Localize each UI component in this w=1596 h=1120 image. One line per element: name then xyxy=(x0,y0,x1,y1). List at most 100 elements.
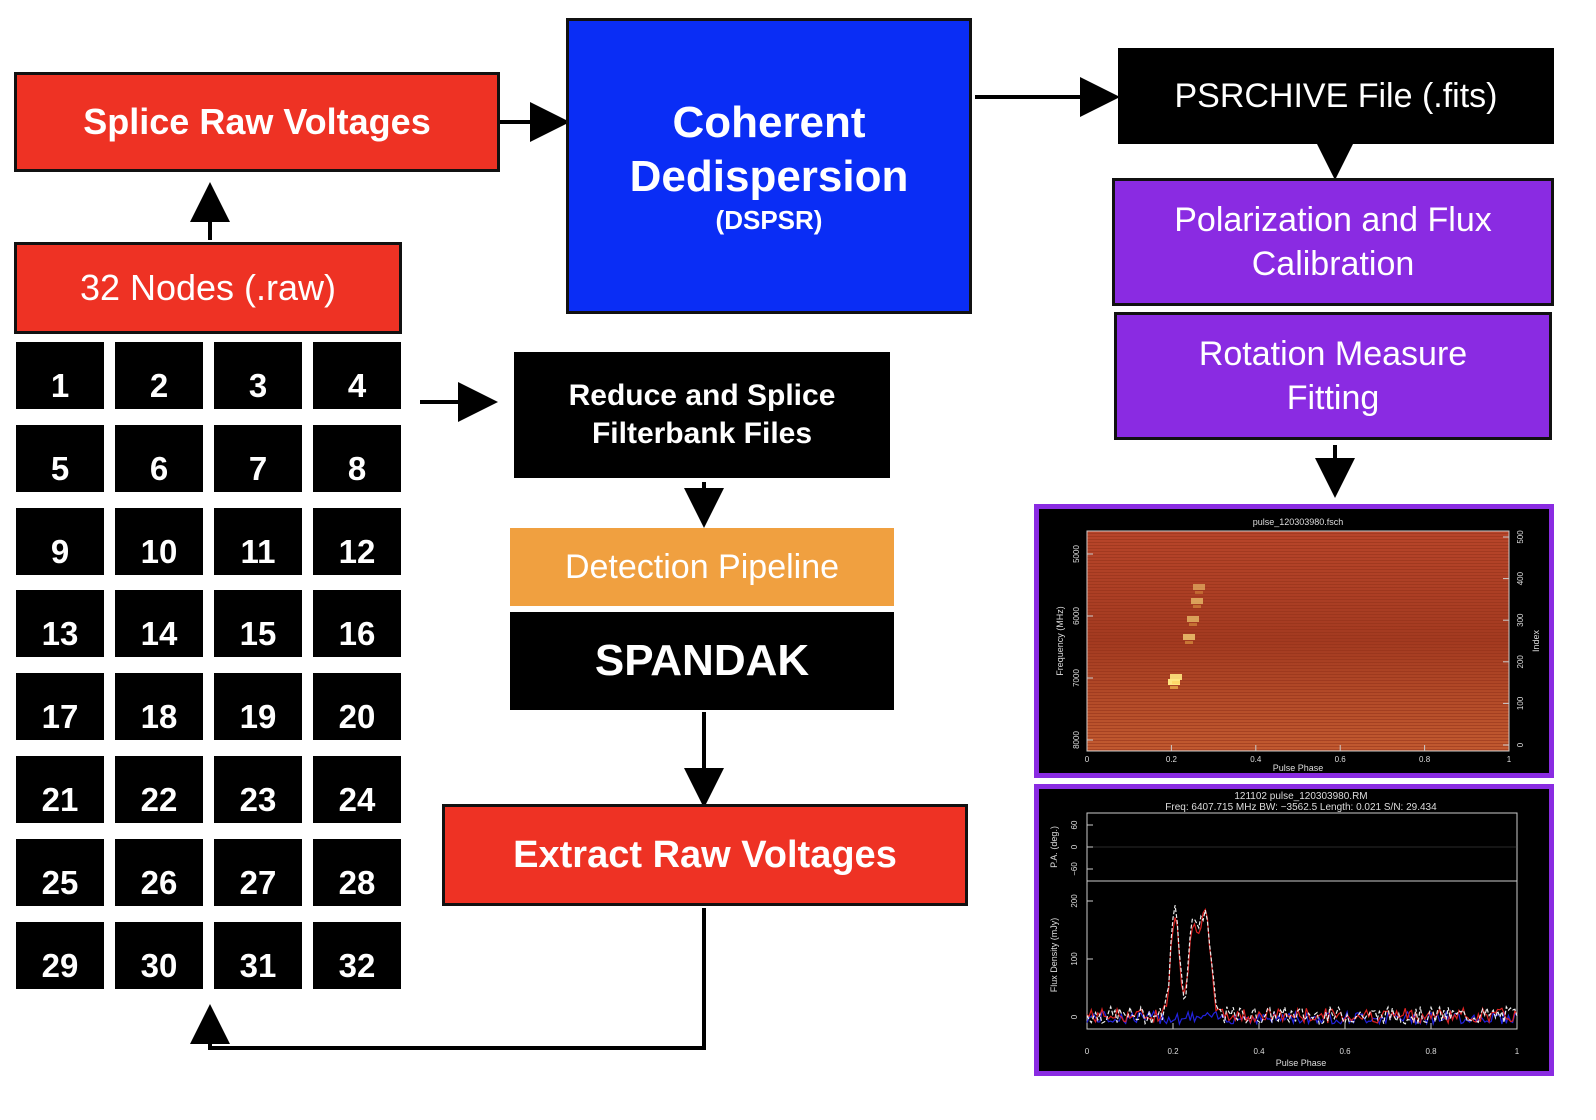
nodes-raw-label: 32 Nodes (.raw) xyxy=(79,267,337,308)
arrow-extract-to-nodes xyxy=(190,908,706,1050)
waterfall-xtick: 0.2 xyxy=(1166,755,1178,764)
waterfall-ytick: 8000 xyxy=(1072,731,1081,749)
waterfall-ytick: 7000 xyxy=(1072,669,1081,687)
node-10: 10 xyxy=(115,507,203,575)
node-21: 21 xyxy=(16,756,104,823)
rotation-measure-box: Rotation Measure Fitting xyxy=(1114,312,1552,440)
node-3: 3 xyxy=(214,342,302,409)
profile-title-line2: Freq: 6407.715 MHz BW: −3562.5 Length: 0… xyxy=(1165,802,1437,813)
waterfall-xlabel: Pulse Phase xyxy=(1273,763,1324,773)
flux-tick: 100 xyxy=(1070,952,1079,966)
node-22: 22 xyxy=(115,756,203,823)
waterfall-title: pulse_120303980.fsch xyxy=(1253,517,1344,527)
node-18: 18 xyxy=(115,673,203,741)
reduce-line1: Reduce and Splice xyxy=(568,379,836,412)
waterfall-ytick: 5000 xyxy=(1072,545,1081,563)
burst-signal xyxy=(1168,584,1205,689)
waterfall-xtick: 0.8 xyxy=(1419,755,1431,764)
profile-plot-panel: 121102 pulse_120303980.RM Freq: 6407.715… xyxy=(1034,784,1554,1076)
polcal-line2: Calibration xyxy=(1251,245,1415,283)
waterfall-plot-panel: pulse_120303980.fsch Pulse Phase Frequen… xyxy=(1034,504,1554,778)
node-32: 32 xyxy=(313,921,401,989)
node-29: 29 xyxy=(16,921,104,989)
profile-xtick: 0.4 xyxy=(1253,1047,1265,1056)
waterfall-yticks-right: 500 400 300 200 100 0 xyxy=(1503,530,1525,747)
spandak-box: SPANDAK xyxy=(510,612,894,710)
splice-raw-voltages-box: Splice Raw Voltages xyxy=(14,72,500,172)
node-15: 15 xyxy=(214,590,302,658)
detection-pipeline-box: Detection Pipeline xyxy=(510,528,894,606)
node-7: 7 xyxy=(214,424,302,492)
flux-ticks: 200 100 0 xyxy=(1070,894,1093,1019)
psrchive-label: PSRCHIVE File (.fits) xyxy=(1174,76,1498,115)
coherent-dedispersion-box: Coherent Dedispersion (DSPSR) xyxy=(566,18,972,314)
waterfall-ytick-right: 500 xyxy=(1516,530,1525,544)
waterfall-ytick: 6000 xyxy=(1072,607,1081,625)
detection-pipeline-label: Detection Pipeline xyxy=(564,547,840,586)
node-28: 28 xyxy=(313,838,401,906)
spandak-label: SPANDAK xyxy=(594,636,810,685)
pa-tick: −60 xyxy=(1070,862,1079,876)
node-13: 13 xyxy=(16,590,104,658)
profile-xtick: 0.2 xyxy=(1167,1047,1179,1056)
waterfall-xtick: 1 xyxy=(1507,755,1512,764)
waterfall-xticks: 0 0.2 0.4 0.6 0.8 1 xyxy=(1085,745,1512,764)
node-8: 8 xyxy=(313,424,401,492)
node-20: 20 xyxy=(313,673,401,741)
node-26: 26 xyxy=(115,838,203,906)
psrchive-file-box: PSRCHIVE File (.fits) xyxy=(1118,48,1554,144)
waterfall-ytick-right: 300 xyxy=(1516,613,1525,627)
profile-xticks: 0 0.2 0.4 0.6 0.8 1 xyxy=(1085,1023,1520,1056)
waterfall-ylabel-right: Index xyxy=(1531,629,1541,652)
profile-plot: 121102 pulse_120303980.RM Freq: 6407.715… xyxy=(1049,791,1520,1068)
pa-ticks: 60 0 −60 xyxy=(1070,820,1093,876)
pa-tick: 0 xyxy=(1070,844,1079,849)
pa-tick: 60 xyxy=(1070,820,1079,829)
reduce-line2: Filterbank Files xyxy=(591,417,813,450)
waterfall-ytick-right: 0 xyxy=(1516,742,1525,747)
waterfall-xtick: 0.4 xyxy=(1250,755,1262,764)
flux-tick: 0 xyxy=(1070,1014,1079,1019)
pa-label: P.A. (deg.) xyxy=(1049,826,1059,868)
waterfall-yticks: 5000 6000 7000 8000 xyxy=(1072,545,1093,749)
waterfall-ytick-right: 100 xyxy=(1516,696,1525,710)
rm-line2: Fitting xyxy=(1286,379,1380,417)
waterfall-ytick-right: 200 xyxy=(1516,655,1525,669)
node-4: 4 xyxy=(313,342,401,409)
splice-raw-voltages-label: Splice Raw Voltages xyxy=(83,101,431,142)
node-30: 30 xyxy=(115,921,203,989)
profile-xlabel: Pulse Phase xyxy=(1276,1058,1327,1068)
node-19: 19 xyxy=(214,673,302,741)
waterfall-plot: pulse_120303980.fsch Pulse Phase Frequen… xyxy=(1055,517,1541,773)
profile-xtick: 0 xyxy=(1085,1047,1090,1056)
node-23: 23 xyxy=(214,756,302,823)
node-6: 6 xyxy=(115,424,203,492)
node-25: 25 xyxy=(16,838,104,906)
waterfall-xtick: 0.6 xyxy=(1335,755,1347,764)
rm-line1: Rotation Measure xyxy=(1198,335,1468,373)
coherent-sub: (DSPSR) xyxy=(715,205,823,235)
flux-panel xyxy=(1086,880,1518,1030)
coherent-line1: Coherent xyxy=(672,98,866,147)
profile-title-line1: 121102 pulse_120303980.RM xyxy=(1234,791,1367,802)
waterfall-ylabel: Frequency (MHz) xyxy=(1055,606,1065,676)
extract-raw-voltages-label: Extract Raw Voltages xyxy=(513,833,897,876)
node-14: 14 xyxy=(115,590,203,658)
flux-tick: 200 xyxy=(1070,894,1079,908)
profile-xtick: 0.8 xyxy=(1425,1047,1437,1056)
node-16: 16 xyxy=(313,590,401,658)
profile-xtick: 1 xyxy=(1515,1047,1520,1056)
profile-white-trace xyxy=(1086,905,1518,1026)
node-27: 27 xyxy=(214,838,302,906)
coherent-line2: Dedispersion xyxy=(629,152,909,201)
profile-xtick: 0.6 xyxy=(1339,1047,1351,1056)
waterfall-ytick-right: 400 xyxy=(1516,571,1525,585)
extract-raw-voltages-box: Extract Raw Voltages xyxy=(442,804,968,906)
node-9: 9 xyxy=(16,507,104,575)
node-31: 31 xyxy=(214,921,302,989)
node-2: 2 xyxy=(115,342,203,409)
node-24: 24 xyxy=(313,756,401,823)
waterfall-xtick: 0 xyxy=(1085,755,1090,764)
node-5: 5 xyxy=(16,424,104,492)
